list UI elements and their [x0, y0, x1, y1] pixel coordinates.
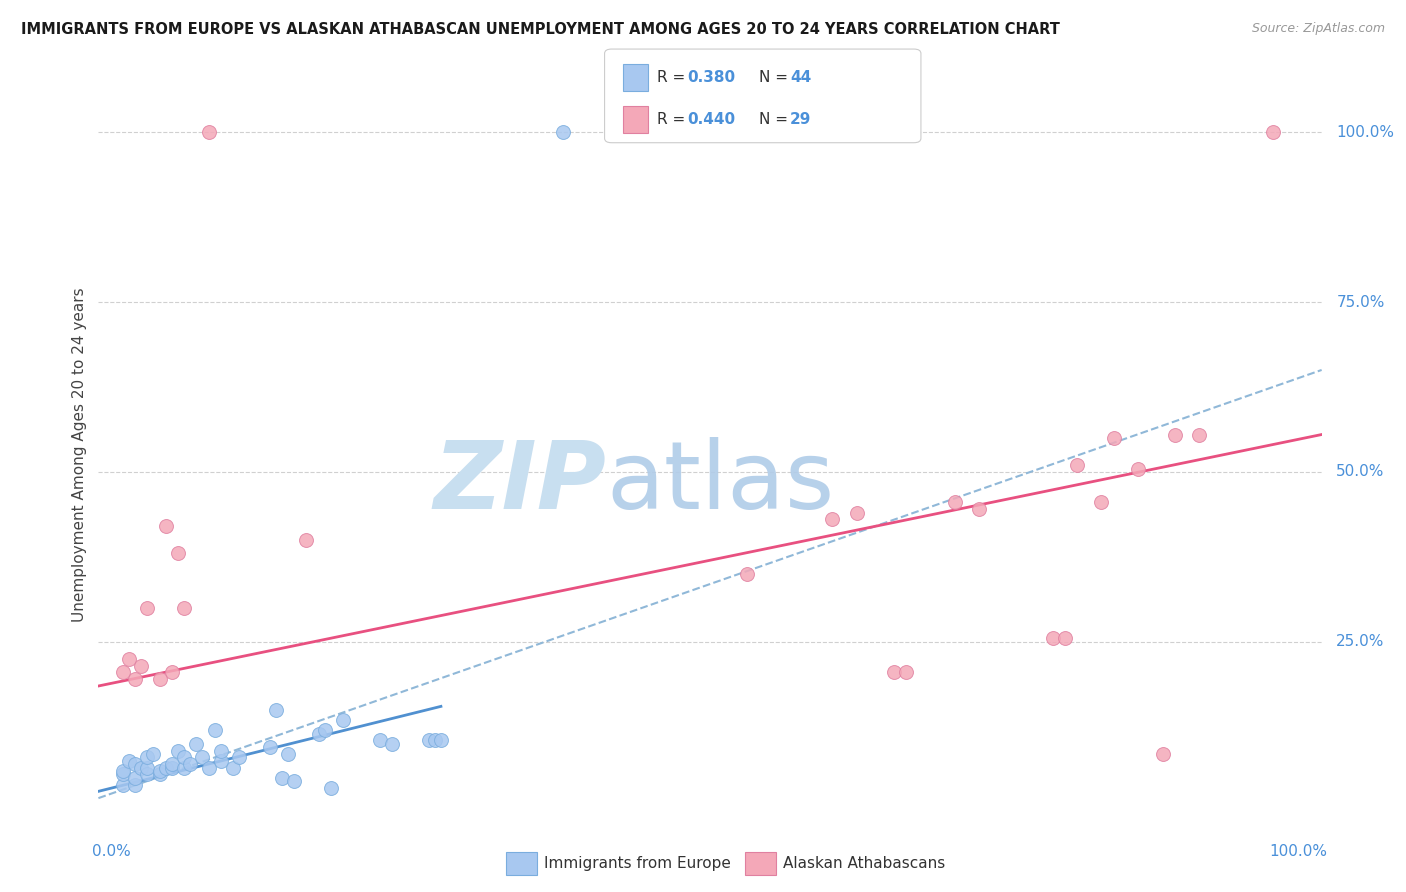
Point	[1128, 461, 1150, 475]
Point	[381, 737, 404, 751]
Text: N =: N =	[759, 70, 793, 85]
Point	[1042, 632, 1064, 646]
Point	[173, 750, 195, 764]
Point	[1053, 632, 1076, 646]
Point	[259, 740, 281, 755]
Point	[136, 760, 159, 774]
Text: 50.0%: 50.0%	[1336, 465, 1385, 479]
Point	[209, 754, 232, 768]
Point	[943, 495, 966, 509]
Text: 25.0%: 25.0%	[1336, 634, 1385, 649]
Point	[129, 760, 152, 774]
Point	[314, 723, 336, 738]
Point	[124, 778, 146, 792]
Text: 44: 44	[790, 70, 811, 85]
Point	[197, 760, 219, 774]
Point	[118, 754, 141, 768]
Point	[111, 778, 134, 792]
Point	[191, 750, 214, 764]
Text: Immigrants from Europe: Immigrants from Europe	[544, 856, 731, 871]
Point	[209, 743, 232, 757]
Text: Source: ZipAtlas.com: Source: ZipAtlas.com	[1251, 22, 1385, 36]
Point	[1102, 431, 1125, 445]
Text: 75.0%: 75.0%	[1336, 294, 1385, 310]
Point	[111, 764, 134, 778]
Point	[1152, 747, 1174, 761]
Text: atlas: atlas	[606, 437, 834, 530]
Point	[283, 774, 305, 789]
Point	[173, 600, 195, 615]
Text: R =: R =	[657, 70, 690, 85]
Point	[124, 672, 146, 686]
Point	[319, 780, 342, 795]
Point	[111, 767, 134, 781]
Point	[295, 533, 318, 547]
Point	[129, 658, 152, 673]
Text: N =: N =	[759, 112, 793, 128]
Point	[1261, 125, 1284, 139]
Text: 0.380: 0.380	[688, 70, 735, 85]
Point	[124, 757, 146, 772]
Point	[430, 733, 453, 747]
Point	[186, 737, 208, 751]
Text: 100.0%: 100.0%	[1336, 125, 1395, 140]
Point	[111, 665, 134, 680]
Point	[160, 760, 183, 774]
Point	[155, 760, 177, 774]
Point	[136, 750, 159, 764]
Point	[149, 764, 172, 778]
Text: 0.440: 0.440	[688, 112, 735, 128]
Point	[160, 665, 183, 680]
Point	[1066, 458, 1088, 472]
Point	[136, 600, 159, 615]
Point	[368, 733, 391, 747]
Point	[264, 703, 287, 717]
Point	[167, 743, 190, 757]
Point	[270, 771, 294, 785]
Point	[308, 726, 330, 740]
Point	[167, 546, 190, 560]
Point	[553, 125, 575, 139]
Point	[222, 760, 245, 774]
Point	[1164, 427, 1187, 442]
Point	[124, 771, 146, 785]
Y-axis label: Unemployment Among Ages 20 to 24 years: Unemployment Among Ages 20 to 24 years	[72, 287, 87, 623]
Point	[277, 747, 299, 761]
Point	[418, 733, 440, 747]
Point	[173, 760, 195, 774]
Text: 100.0%: 100.0%	[1270, 844, 1327, 859]
Point	[1090, 495, 1112, 509]
Point	[149, 767, 172, 781]
Point	[883, 665, 905, 680]
Point	[735, 566, 758, 581]
Point	[423, 733, 446, 747]
Point	[197, 125, 219, 139]
Point	[179, 757, 201, 772]
Point	[149, 672, 172, 686]
Text: ZIP: ZIP	[433, 437, 606, 530]
Point	[155, 519, 177, 533]
Text: 29: 29	[790, 112, 811, 128]
Point	[160, 757, 183, 772]
Point	[821, 512, 844, 526]
Point	[136, 767, 159, 781]
Point	[118, 652, 141, 666]
Point	[332, 713, 354, 727]
Point	[204, 723, 226, 738]
Point	[228, 750, 250, 764]
Text: 0.0%: 0.0%	[93, 844, 131, 859]
Point	[894, 665, 917, 680]
Point	[1188, 427, 1211, 442]
Point	[967, 502, 990, 516]
Text: IMMIGRANTS FROM EUROPE VS ALASKAN ATHABASCAN UNEMPLOYMENT AMONG AGES 20 TO 24 YE: IMMIGRANTS FROM EUROPE VS ALASKAN ATHABA…	[21, 22, 1060, 37]
Point	[845, 506, 868, 520]
Point	[142, 747, 165, 761]
Text: Alaskan Athabascans: Alaskan Athabascans	[783, 856, 945, 871]
Text: R =: R =	[657, 112, 690, 128]
